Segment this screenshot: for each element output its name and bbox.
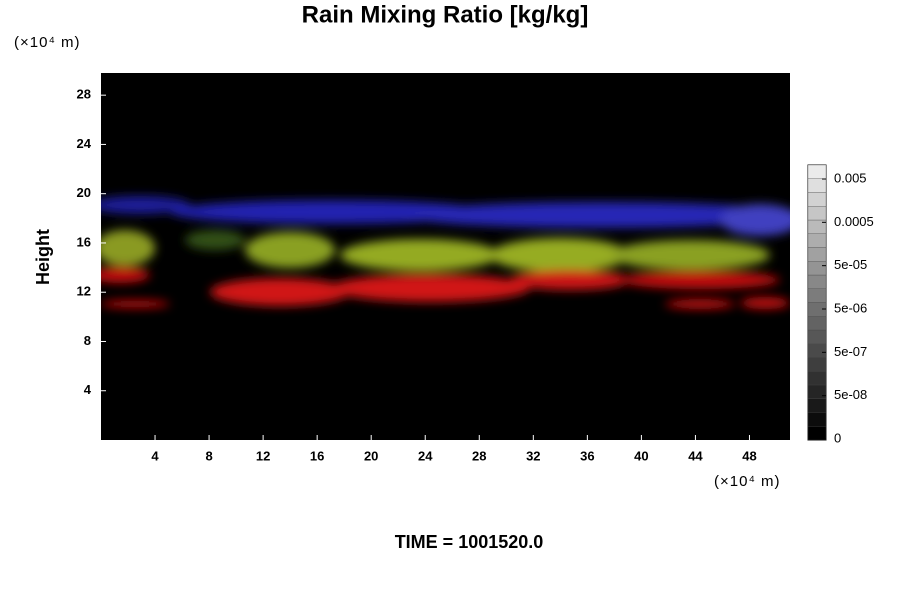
x-tick-label: 36 — [580, 448, 594, 463]
x-tick-label: 16 — [310, 448, 324, 463]
y-tick-label: 4 — [84, 382, 92, 397]
x-tick-label: 8 — [205, 448, 212, 463]
x-tick-label: 20 — [364, 448, 378, 463]
colorbar-band — [807, 233, 827, 248]
chart-title: Rain Mixing Ratio [kg/kg] — [302, 1, 589, 28]
colorbar-band — [807, 343, 827, 358]
y-tick-label: 16 — [77, 234, 91, 249]
colorbar-band — [807, 178, 827, 193]
y-tick-label: 20 — [77, 185, 91, 200]
colorbar-tick-label: 5e-05 — [834, 257, 867, 272]
y-unit: (×10⁴ m) — [14, 34, 81, 51]
x-tick-label: 48 — [742, 448, 756, 463]
colorbar-tick-label: 0.005 — [834, 170, 867, 185]
colorbar-band — [807, 206, 827, 221]
colorbar-tick-label: 5e-07 — [834, 344, 867, 359]
colorbar-band — [807, 288, 827, 303]
colorbar-band — [807, 329, 827, 344]
colorbar-band — [807, 398, 827, 413]
colorbar-band — [807, 261, 827, 276]
x-tick-label: 40 — [634, 448, 648, 463]
colorbar-band — [807, 316, 827, 331]
y-tick-label: 8 — [84, 333, 91, 348]
colorbar-band — [807, 384, 827, 399]
colorbar-band — [807, 371, 827, 386]
colorbar-tick-label: 0.0005 — [834, 214, 874, 229]
cloud-field — [101, 196, 790, 309]
x-tick-label: 12 — [256, 448, 270, 463]
x-tick-label: 24 — [418, 448, 433, 463]
y-axis-label: Height — [33, 229, 53, 285]
colorbar-band — [807, 164, 827, 179]
colorbar-band — [807, 426, 827, 441]
colorbar-band — [807, 274, 827, 289]
colorbar-band — [807, 357, 827, 372]
y-tick-label: 12 — [77, 284, 91, 299]
x-tick-label: 28 — [472, 448, 486, 463]
x-tick-label: 4 — [151, 448, 159, 463]
colorbar-band — [807, 192, 827, 207]
x-tick-label: 44 — [688, 448, 703, 463]
time-label: TIME = 1001520.0 — [395, 532, 544, 552]
colorbar-tick-label: 5e-06 — [834, 300, 867, 315]
colorbar-band — [807, 247, 827, 262]
y-tick-label: 28 — [77, 87, 91, 102]
y-tick-label: 24 — [77, 136, 92, 151]
colorbar-tick-label: 0 — [834, 430, 841, 445]
colorbar-tick-label: 5e-08 — [834, 387, 867, 402]
x-unit: (×10⁴ m) — [714, 473, 781, 490]
x-tick-label: 32 — [526, 448, 540, 463]
colorbar-band — [807, 412, 827, 427]
